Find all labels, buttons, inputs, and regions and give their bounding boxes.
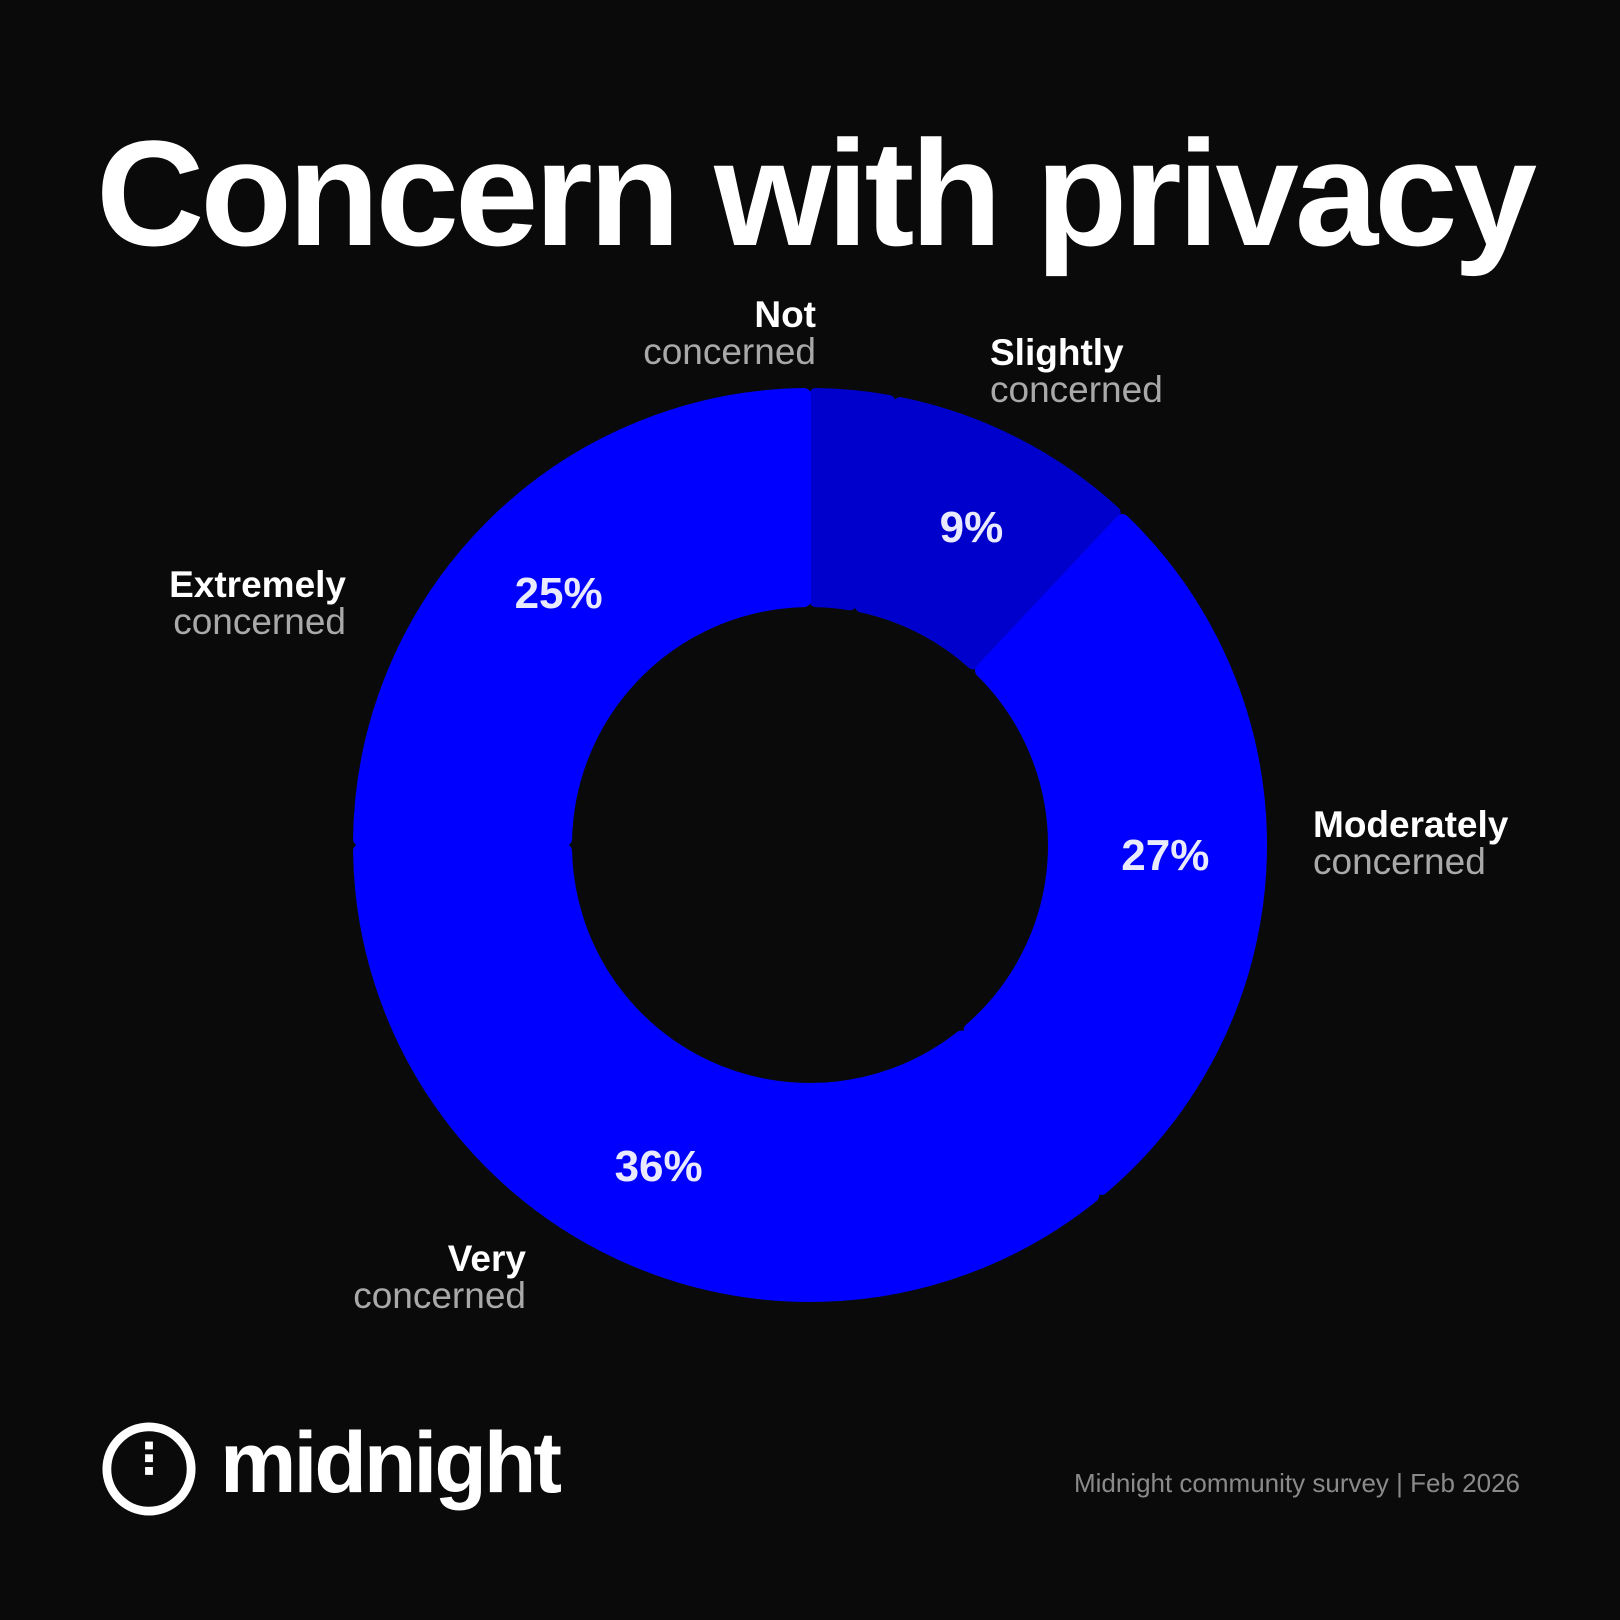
brand: midnight bbox=[100, 1415, 562, 1518]
value-label-extremely-concerned: 25% bbox=[514, 568, 603, 618]
chart-title: Concern with privacy bbox=[96, 109, 1537, 277]
brand-name: midnight bbox=[220, 1415, 562, 1511]
category-label-line1: Extremely bbox=[169, 564, 346, 605]
category-label-line1: Not bbox=[754, 294, 816, 335]
source-note: Midnight community survey | Feb 2026 bbox=[1073, 1468, 1520, 1498]
category-label-line2: concerned bbox=[173, 601, 346, 642]
value-label-slightly-concerned: 9% bbox=[939, 503, 1004, 553]
category-label-line2: concerned bbox=[353, 1275, 526, 1316]
slice-not-concerned bbox=[808, 388, 896, 611]
category-label-line2: concerned bbox=[1313, 841, 1486, 882]
category-label-line1: Moderately bbox=[1313, 804, 1509, 845]
category-label-very-concerned: Very concerned bbox=[353, 1240, 526, 1314]
value-label-very-concerned: 36% bbox=[614, 1141, 703, 1191]
slice-moderately-concerned bbox=[963, 514, 1267, 1195]
category-label-slightly-concerned: Slightly concerned bbox=[990, 334, 1163, 408]
value-label-moderately-concerned: 27% bbox=[1121, 831, 1210, 881]
slice-slightly-concerned bbox=[854, 397, 1121, 670]
category-label-moderately-concerned: Moderately concerned bbox=[1313, 806, 1508, 880]
midnight-logo-icon bbox=[102, 1422, 196, 1516]
slice-very-concerned bbox=[353, 843, 1100, 1302]
category-label-line2: concerned bbox=[643, 331, 816, 372]
category-label-not-concerned: Not concerned bbox=[643, 296, 816, 370]
slice-extremely-concerned bbox=[353, 388, 812, 847]
category-label-line2: concerned bbox=[990, 369, 1163, 410]
category-label-line1: Very bbox=[447, 1238, 526, 1279]
category-label-extremely-concerned: Extremely concerned bbox=[169, 566, 346, 640]
category-label-line1: Slightly bbox=[990, 332, 1124, 373]
